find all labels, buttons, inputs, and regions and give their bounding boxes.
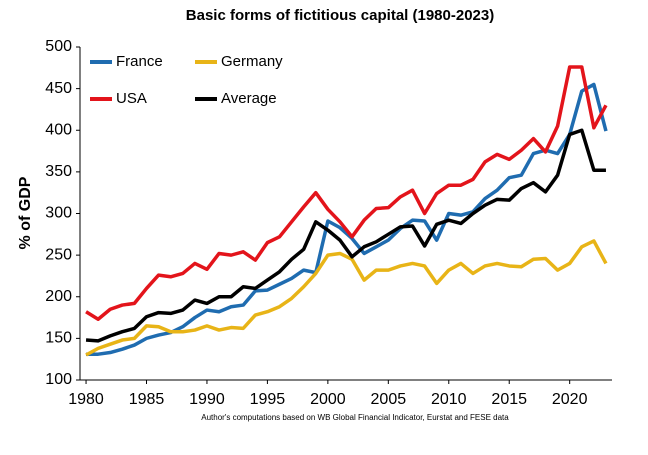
legend-label: USA: [116, 90, 147, 107]
y-tick-label: 150: [45, 330, 72, 347]
y-tick-label: 300: [45, 205, 72, 222]
legend-label: France: [116, 53, 163, 70]
chart-title: Basic forms of fictitious capital (1980-…: [186, 7, 494, 24]
y-tick-label: 350: [45, 163, 72, 180]
source-note: Author's computations based on WB Global…: [201, 413, 509, 422]
legend-label: Average: [221, 90, 277, 107]
x-tick-label: 2000: [310, 391, 346, 408]
series-line: [85, 239, 608, 357]
x-tick-label: 1980: [68, 391, 104, 408]
series-line: [85, 128, 606, 343]
x-tick-label: 2015: [491, 391, 527, 408]
x-tick-label: 2005: [371, 391, 407, 408]
y-tick-label: 500: [45, 38, 72, 55]
y-tick-label: 250: [45, 246, 72, 263]
x-tick-label: 2020: [552, 391, 588, 408]
y-tick-label: 400: [45, 121, 72, 138]
y-tick-label: 200: [45, 288, 72, 305]
x-tick-label: 1990: [189, 391, 225, 408]
x-tick-label: 1985: [129, 391, 165, 408]
legend-label: Germany: [221, 53, 283, 70]
series-line: [85, 65, 608, 321]
y-tick-label: 450: [45, 80, 72, 97]
x-tick-label: 2010: [431, 391, 467, 408]
y-axis-label: % of GDP: [17, 176, 34, 249]
x-tick-label: 1995: [250, 391, 286, 408]
y-tick-label: 100: [45, 371, 72, 388]
